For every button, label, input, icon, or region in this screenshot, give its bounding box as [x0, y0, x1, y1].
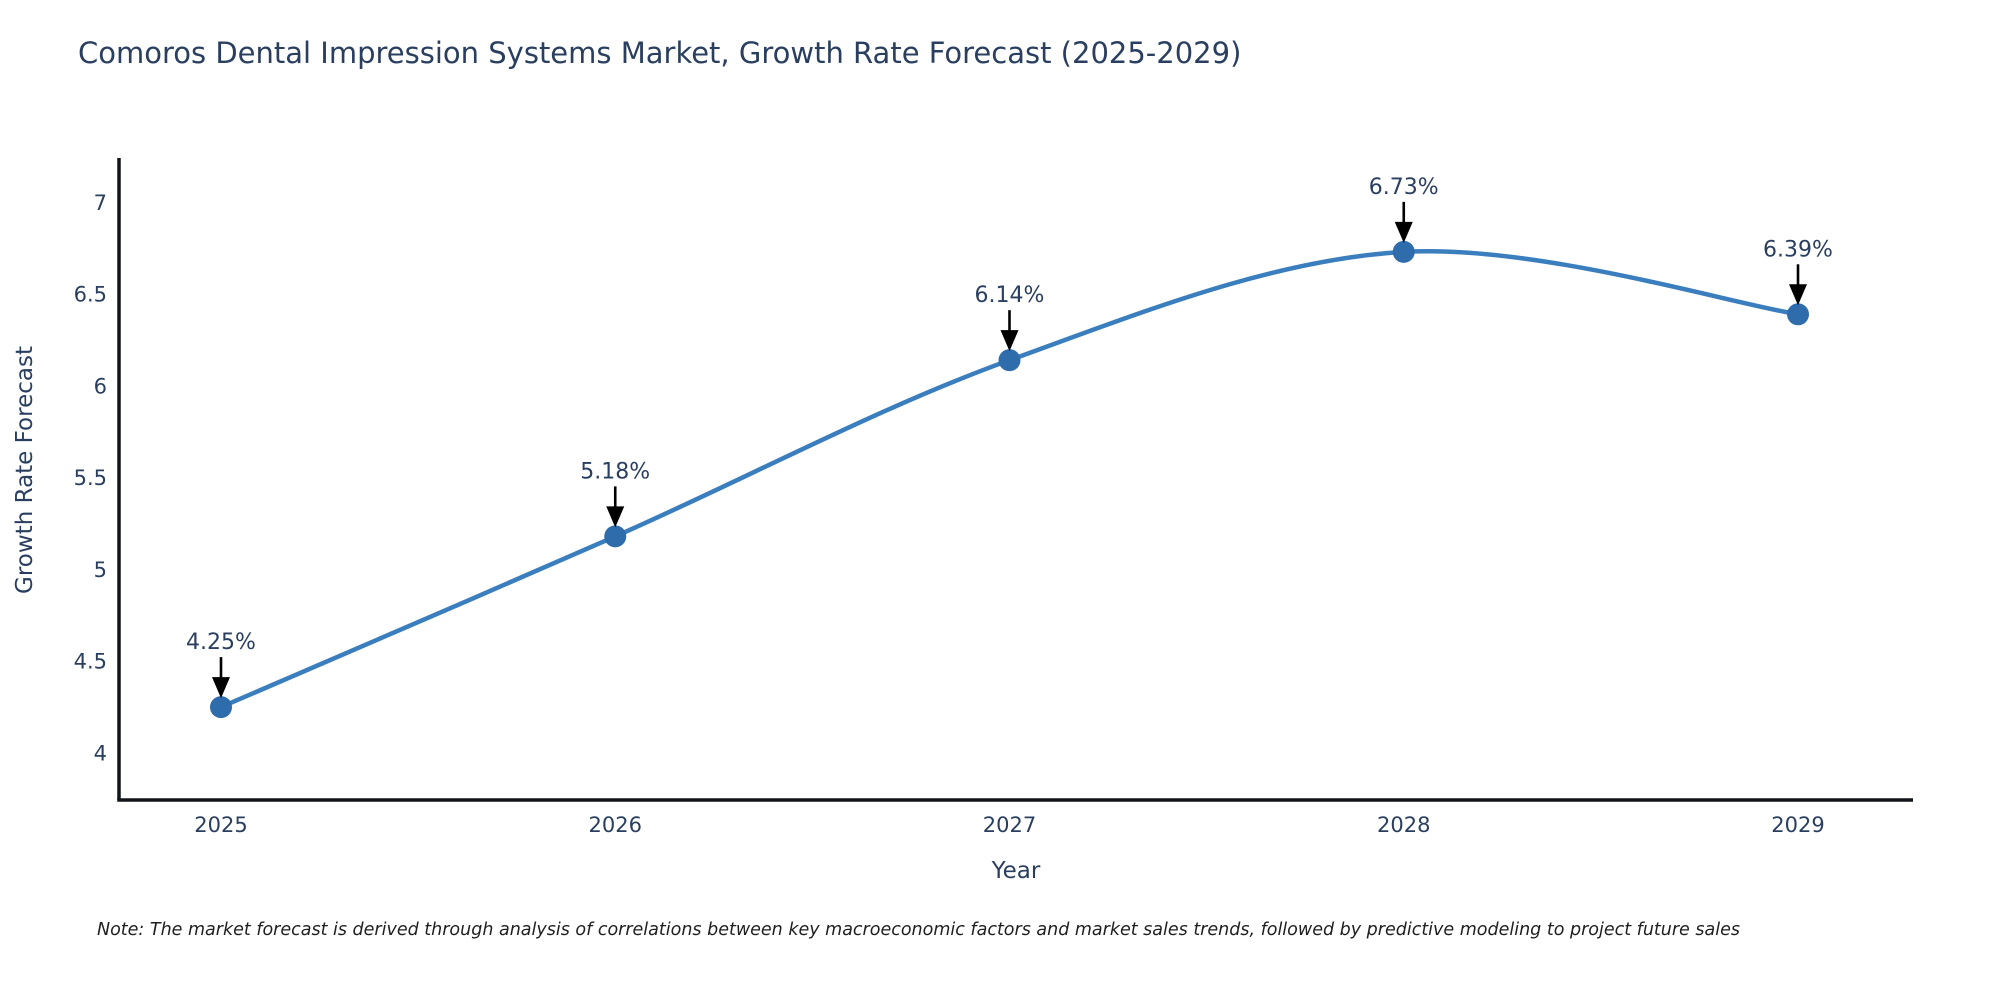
x-tick-label: 2027 — [983, 813, 1036, 837]
annotation-arrowhead — [1789, 284, 1807, 306]
x-tick-label: 2029 — [1771, 813, 1824, 837]
point-value-label: 4.25% — [186, 630, 256, 655]
y-tick-label: 7 — [94, 191, 107, 215]
footnote: Note: The market forecast is derived thr… — [97, 920, 1740, 940]
annotation-arrowhead — [1000, 330, 1019, 352]
point-value-label: 6.14% — [975, 283, 1045, 308]
annotation-arrowhead — [212, 677, 230, 699]
point-value-label: 6.39% — [1763, 237, 1833, 262]
data-point[interactable] — [998, 349, 1021, 372]
x-tick-label: 2028 — [1377, 813, 1430, 837]
point-value-label: 6.73% — [1369, 175, 1439, 200]
y-tick-label: 6 — [94, 374, 107, 398]
point-value-label: 5.18% — [580, 459, 650, 484]
annotation-arrowhead — [1394, 221, 1413, 243]
data-point[interactable] — [1392, 240, 1415, 263]
y-tick-label: 4.5 — [74, 650, 107, 674]
y-tick-label: 6.5 — [74, 283, 107, 307]
x-tick-label: 2025 — [194, 813, 247, 837]
y-tick-label: 5.5 — [74, 466, 107, 490]
data-point[interactable] — [604, 525, 627, 548]
x-tick-label: 2026 — [589, 813, 642, 837]
x-axis-title: Year — [991, 858, 1041, 884]
data-point[interactable] — [210, 696, 232, 719]
chart-title: Comoros Dental Impression Systems Market… — [78, 36, 1242, 70]
data-point[interactable] — [1787, 303, 1809, 326]
annotation-arrowhead — [606, 506, 625, 528]
y-axis-title: Growth Rate Forecast — [12, 346, 38, 594]
y-tick-label: 5 — [94, 558, 107, 582]
y-tick-label: 4 — [94, 742, 107, 766]
